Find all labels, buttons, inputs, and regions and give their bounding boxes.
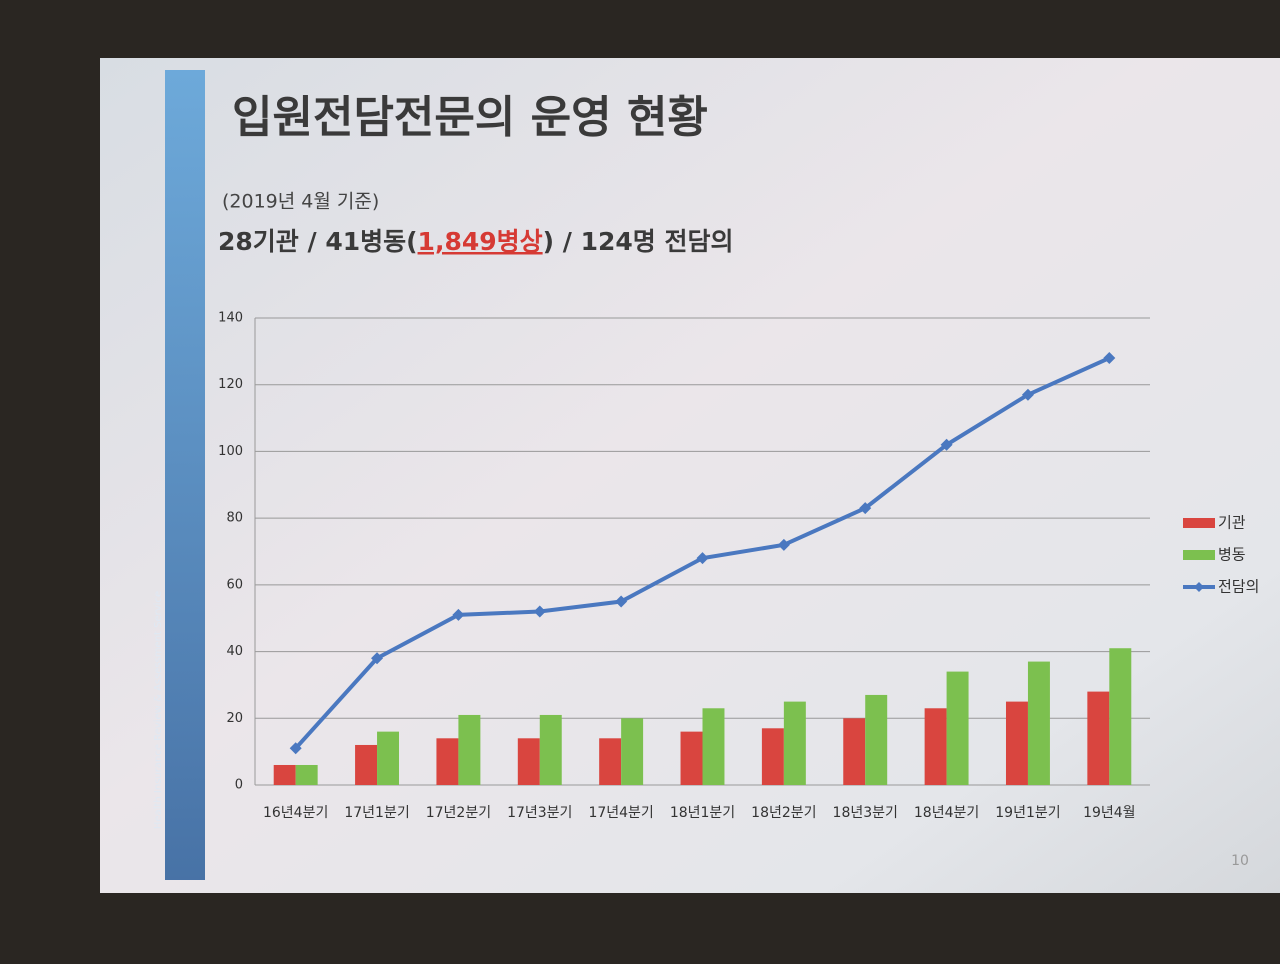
y-tick-label: 100: [218, 444, 243, 459]
y-tick-label: 40: [226, 644, 243, 659]
summary: 28기관 / 41병동(1,849병상) / 124명 전담의: [218, 227, 733, 256]
bar: [680, 731, 703, 785]
x-tick-label: 18년3분기: [833, 805, 898, 821]
marker: [1103, 352, 1116, 365]
summary-highlight: 1,849병상: [418, 227, 543, 256]
bar: [865, 694, 888, 785]
legend-swatch: [1183, 550, 1215, 560]
bar: [539, 714, 562, 785]
marker: [615, 595, 628, 608]
legend-label: 병동: [1218, 546, 1246, 564]
y-tick-label: 120: [218, 377, 243, 392]
marker: [1021, 388, 1034, 401]
slide-title: 입원전담전문의 운영 현황: [232, 92, 708, 143]
bar: [1027, 661, 1050, 785]
chart: 0 20 40 60 80 100 120 140 16년4분기 17년1분기 17년2분기 17년3…: [218, 311, 1259, 822]
page-number: 10: [1231, 853, 1249, 869]
side-text: Health Insurance Review & Assessment Ser…: [153, 591, 164, 829]
bar: [517, 738, 540, 785]
x-tick-label: 18년4분기: [914, 805, 979, 821]
y-tick-label: 60: [226, 577, 243, 592]
legend-swatch: [1183, 518, 1215, 528]
bar: [621, 718, 644, 785]
summary-part: 28기관 / 41병동(: [218, 227, 418, 256]
marker: [289, 742, 302, 755]
x-tick-label: 19년1분기: [995, 805, 1060, 821]
x-tick-label: 16년4분기: [263, 805, 328, 821]
bar: [436, 738, 459, 785]
y-tick-label: 80: [226, 511, 243, 526]
bar: [355, 744, 378, 785]
bar: [843, 718, 866, 785]
bar: [783, 701, 806, 785]
bar: [924, 708, 947, 785]
marker: [859, 502, 872, 515]
bar: [1005, 701, 1028, 785]
marker: [371, 652, 384, 665]
summary-part: ) / 124명 전담의: [543, 227, 734, 256]
bar: [946, 671, 969, 785]
marker: [940, 438, 953, 451]
y-tick-label: 0: [235, 778, 243, 793]
x-tick-label: 17년3분기: [507, 805, 572, 821]
x-tick-label: 17년4분기: [588, 805, 653, 821]
x-tick-label: 17년2분기: [426, 805, 491, 821]
bar: [295, 764, 318, 785]
marker: [696, 552, 709, 565]
marker: [452, 608, 465, 621]
legend-swatch: [1194, 582, 1204, 592]
bar: [1087, 691, 1110, 785]
x-tick-label: 17년1분기: [344, 805, 409, 821]
legend-label: 기관: [1218, 514, 1246, 532]
side-bar: [165, 70, 205, 880]
x-tick-label: 18년2분기: [751, 805, 816, 821]
subtitle: (2019년 4월 기준): [222, 191, 379, 213]
bar: [1109, 648, 1132, 785]
marker: [777, 538, 790, 551]
bar: [702, 708, 725, 785]
bar: [599, 738, 622, 785]
bar: [377, 731, 400, 785]
bar: [761, 728, 784, 785]
x-tick-label: 19년4월: [1083, 805, 1135, 821]
y-tick-label: 20: [226, 711, 243, 726]
y-tick-label: 140: [218, 311, 243, 326]
bar: [458, 714, 481, 785]
bar: [273, 764, 296, 785]
x-tick-label: 18년1분기: [670, 805, 735, 821]
legend-label: 전담의: [1218, 578, 1259, 596]
marker: [533, 605, 546, 618]
